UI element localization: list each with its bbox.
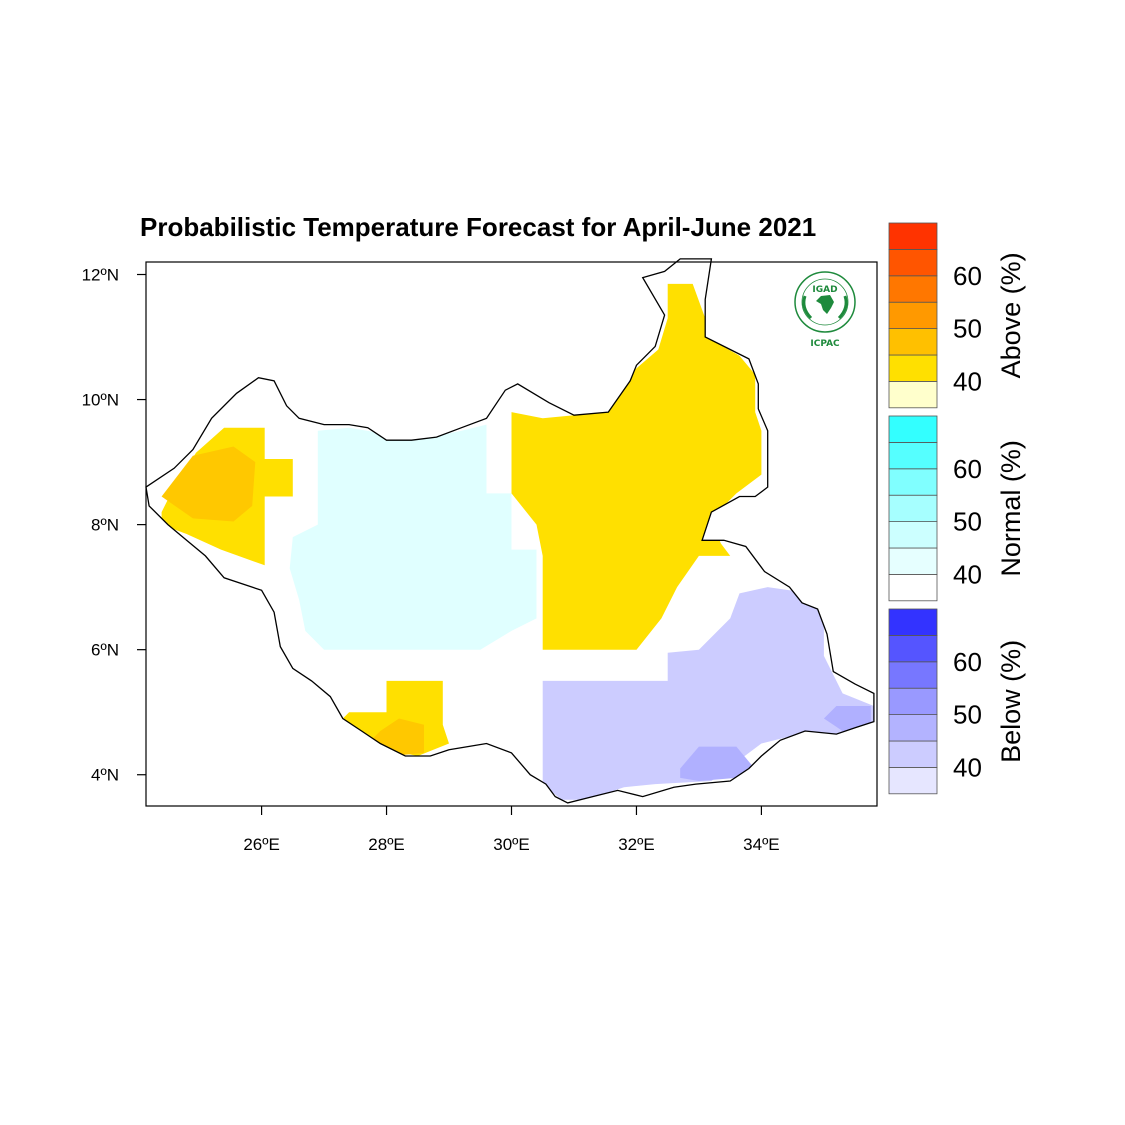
logo-top-text: IGAD	[812, 285, 837, 295]
logo-bottom-text: ICPAC	[810, 339, 840, 349]
colorbar-segment	[888, 380, 938, 409]
colorbar-segment	[888, 714, 938, 742]
lon-tick-label: 30ºE	[493, 835, 529, 854]
lat-tick-label: 8ºN	[91, 516, 119, 535]
colorbars: 40 50 60 Above (%) 40 50 60 Normal (%) 40 50 60 Bel…	[888, 222, 1026, 795]
forecast-region-above-1	[161, 446, 256, 522]
colorbar-label: 60	[953, 261, 982, 291]
lat-tick-label: 10ºN	[82, 391, 119, 410]
lat-tick-label: 4ºN	[91, 766, 119, 785]
colorbar-segment	[888, 635, 938, 663]
colorbar-segment	[888, 248, 938, 277]
colorbar-label: 40	[953, 752, 982, 782]
colorbar-title: Above (%)	[996, 252, 1026, 378]
colorbar-label: 50	[953, 700, 982, 730]
forecast-region-below-6	[542, 587, 874, 800]
colorbar-segment	[888, 328, 938, 356]
colorbar-label: 60	[953, 647, 982, 677]
forecast-region-normal-5	[289, 424, 537, 650]
colorbar-segment	[888, 608, 938, 636]
colorbar-segment	[888, 547, 938, 575]
colorbar-segment	[888, 301, 938, 330]
forecast-regions	[161, 283, 874, 800]
lon-tick-label: 28ºE	[368, 835, 404, 854]
colorbar-label: 50	[953, 507, 982, 537]
colorbar-above: 40 50 60 Above (%)	[888, 222, 1026, 409]
colorbar-segment	[888, 468, 938, 496]
lat-tick-label: 12ºN	[82, 266, 119, 285]
colorbar-label: 50	[953, 314, 982, 344]
colorbar-label: 40	[953, 366, 982, 396]
colorbar-segment	[888, 661, 938, 689]
colorbar-segment	[888, 415, 938, 443]
lat-tick-label: 6ºN	[91, 641, 119, 660]
colorbar-segment	[888, 767, 938, 795]
colorbar-title: Normal (%)	[996, 440, 1026, 577]
map-title: Probabilistic Temperature Forecast for A…	[140, 212, 817, 242]
colorbar-segment	[888, 687, 938, 716]
colorbar-segment	[888, 441, 938, 470]
lon-tick-label: 26ºE	[243, 835, 279, 854]
country-border	[145, 258, 875, 804]
lon-tick-label: 34ºE	[743, 835, 779, 854]
colorbar-segment	[888, 521, 938, 549]
forecast-region-below-7	[680, 746, 752, 781]
colorbar-segment	[888, 574, 938, 602]
colorbar-segment	[888, 740, 938, 768]
colorbar-label: 40	[953, 559, 982, 589]
colorbar-segment	[888, 275, 938, 303]
forecast-region-above-2	[511, 283, 762, 650]
colorbar-below: 40 50 60 Below (%)	[888, 608, 1026, 795]
icpac-logo: IGAD ICPAC	[794, 271, 856, 349]
axes: 12ºN 10ºN 8ºN 6ºN 4ºN 26ºE 28ºE 30ºE 32ºE 34ºE	[82, 261, 878, 854]
colorbar-title: Below (%)	[996, 640, 1026, 763]
forecast-region-below-8	[823, 706, 871, 731]
colorbar-normal: 40 50 60 Normal (%)	[888, 415, 1026, 602]
lon-tick-label: 32ºE	[618, 835, 654, 854]
colorbar-segment	[888, 222, 938, 250]
colorbar-label: 60	[953, 454, 982, 484]
colorbar-segment	[888, 494, 938, 523]
colorbar-segment	[888, 354, 938, 382]
map-layer	[145, 258, 875, 804]
